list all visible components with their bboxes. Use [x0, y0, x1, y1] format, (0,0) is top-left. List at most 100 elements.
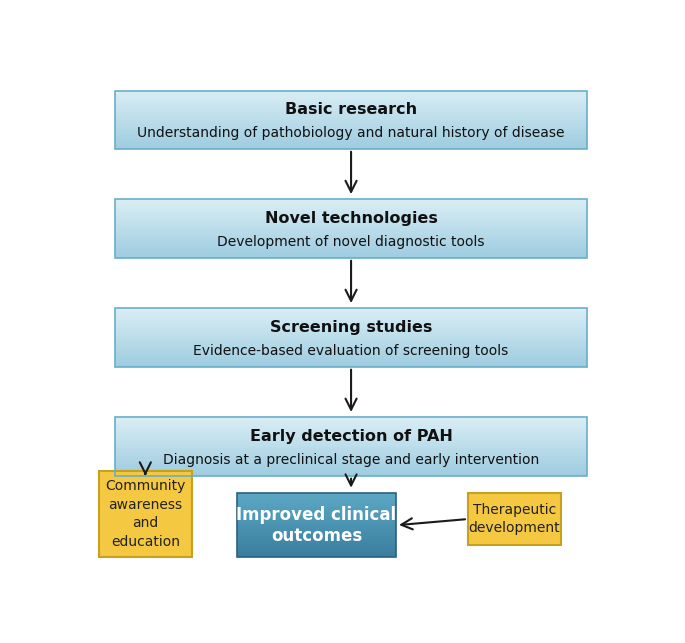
Bar	[115, 450, 587, 451]
Bar	[237, 521, 396, 522]
Bar	[115, 331, 587, 332]
Bar	[115, 243, 587, 244]
Bar	[115, 229, 587, 230]
Bar	[115, 102, 587, 103]
Bar	[115, 343, 587, 345]
Bar	[115, 318, 587, 319]
Bar	[115, 241, 587, 242]
Bar	[115, 208, 587, 209]
Bar	[115, 436, 587, 437]
Bar	[115, 437, 587, 438]
Bar	[237, 502, 396, 503]
Bar	[237, 540, 396, 541]
Bar	[115, 325, 587, 326]
Bar	[237, 519, 396, 520]
Bar	[115, 244, 587, 245]
Bar	[237, 523, 396, 524]
Bar	[115, 317, 587, 318]
Text: Improved clinical
outcomes: Improved clinical outcomes	[236, 506, 397, 545]
Bar	[237, 550, 396, 551]
Bar	[237, 507, 396, 508]
Bar	[115, 148, 587, 149]
Bar	[115, 332, 587, 334]
Bar	[115, 104, 587, 105]
Bar	[115, 340, 587, 341]
Text: Diagnosis at a preclinical stage and early intervention: Diagnosis at a preclinical stage and ear…	[163, 453, 539, 467]
Bar	[115, 251, 587, 252]
Bar	[115, 141, 587, 142]
Bar	[237, 529, 396, 530]
Bar	[115, 364, 587, 365]
Bar	[115, 218, 587, 219]
Bar	[237, 535, 396, 536]
Bar	[115, 472, 587, 473]
Bar	[115, 134, 587, 135]
Bar	[237, 530, 396, 532]
Bar	[115, 108, 587, 109]
Bar	[115, 201, 587, 203]
Bar	[115, 448, 587, 449]
Bar	[115, 356, 587, 357]
Bar	[237, 495, 396, 496]
Bar	[115, 336, 587, 337]
Bar	[115, 129, 587, 131]
Bar	[115, 250, 587, 251]
Bar	[115, 449, 587, 450]
Bar	[115, 462, 587, 463]
Bar	[237, 500, 396, 502]
Text: Therapeutic
development: Therapeutic development	[469, 503, 560, 535]
Text: Screening studies: Screening studies	[270, 320, 432, 335]
Bar	[115, 314, 587, 315]
Bar	[115, 122, 587, 123]
Bar	[115, 221, 587, 222]
Text: Evidence-based evaluation of screening tools: Evidence-based evaluation of screening t…	[193, 344, 509, 358]
Bar	[115, 421, 587, 422]
Bar	[115, 93, 587, 95]
Bar	[115, 446, 587, 448]
Bar	[115, 115, 587, 116]
Text: Early detection of PAH: Early detection of PAH	[249, 429, 453, 444]
Bar	[115, 121, 587, 122]
Bar	[237, 514, 396, 516]
Bar	[115, 242, 587, 243]
Bar	[115, 118, 587, 119]
Bar	[237, 539, 396, 540]
Bar	[237, 509, 396, 510]
Bar	[115, 339, 587, 340]
Bar	[115, 252, 587, 253]
Bar	[115, 458, 587, 459]
Text: Basic research: Basic research	[285, 102, 417, 117]
Bar	[115, 120, 587, 121]
Bar	[115, 425, 587, 426]
Bar	[115, 352, 587, 353]
Bar	[115, 112, 587, 113]
Bar	[115, 345, 587, 347]
Bar	[115, 323, 587, 324]
Bar	[115, 240, 587, 241]
Bar	[115, 142, 587, 143]
Bar	[115, 422, 587, 423]
Bar	[115, 248, 587, 249]
Bar	[115, 354, 587, 355]
Bar	[115, 324, 587, 325]
Bar	[237, 545, 396, 546]
Bar	[115, 136, 587, 137]
Bar	[115, 91, 587, 149]
Bar	[115, 222, 587, 223]
Bar	[115, 214, 587, 215]
Bar	[237, 543, 396, 545]
Bar	[115, 326, 587, 327]
Bar	[115, 223, 587, 224]
Bar	[115, 209, 587, 210]
Bar	[115, 107, 587, 108]
Bar	[115, 461, 587, 462]
Bar	[115, 106, 587, 107]
Bar	[115, 111, 587, 112]
Bar	[237, 549, 396, 550]
Bar	[115, 145, 587, 146]
Bar	[237, 498, 396, 500]
Bar	[115, 475, 587, 476]
Bar	[115, 95, 587, 96]
Bar	[237, 506, 396, 507]
Bar	[115, 231, 587, 233]
